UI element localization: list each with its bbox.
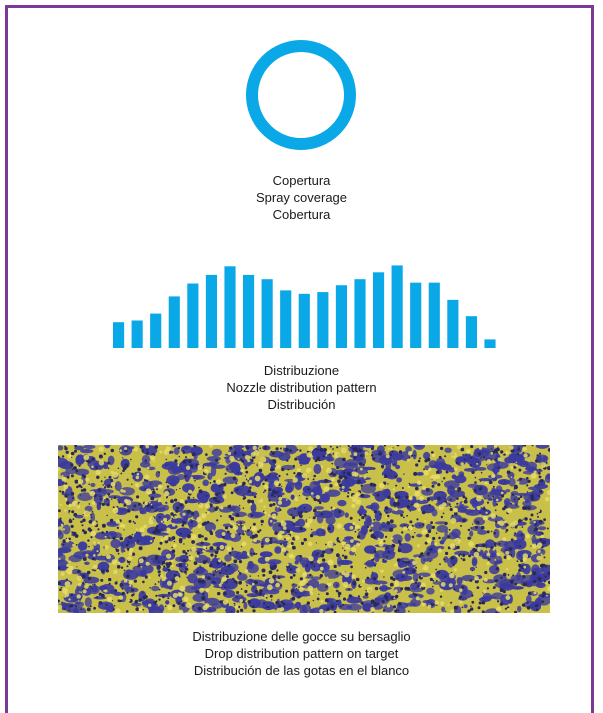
spray-coverage-ring <box>246 40 356 150</box>
distribution-bar <box>131 320 143 348</box>
distribution-caption-english: Nozzle distribution pattern <box>226 380 377 395</box>
target-caption: Distribuzione delle gocce su bersaglio D… <box>0 628 603 679</box>
distribution-bar <box>484 339 496 348</box>
figure-frame <box>5 5 594 713</box>
distribution-bar <box>354 279 366 348</box>
target-caption-spanish: Distribución de las gotas en el blanco <box>193 663 410 678</box>
coverage-ring-shape <box>246 40 356 150</box>
distribution-bar <box>243 274 255 348</box>
distribution-caption: Distribuzione Nozzle distribution patter… <box>0 362 603 413</box>
distribution-bar <box>187 283 199 348</box>
droplet-pattern <box>58 445 550 613</box>
distribution-bar <box>298 293 310 348</box>
distribution-caption-italian: Distribuzione <box>263 363 340 378</box>
distribution-bar <box>205 274 217 348</box>
distribution-bar <box>410 282 422 348</box>
distribution-bar <box>150 313 162 348</box>
target-caption-italian: Distribuzione delle gocce su bersaglio <box>192 629 411 644</box>
distribution-bar <box>465 316 477 348</box>
distribution-bar <box>447 299 459 348</box>
distribution-bar <box>224 266 236 348</box>
distribution-bar <box>391 265 403 348</box>
distribution-bar <box>373 272 385 348</box>
coverage-caption-spanish: Cobertura <box>272 207 331 222</box>
distribution-bar <box>335 285 347 348</box>
distribution-bar <box>317 292 329 348</box>
coverage-caption-italian: Copertura <box>272 173 331 188</box>
distribution-bar <box>113 322 125 348</box>
distribution-bar <box>261 279 273 348</box>
drop-distribution-target-image <box>58 445 550 613</box>
distribution-bar <box>280 290 292 348</box>
distribution-caption-spanish: Distribución <box>267 397 336 412</box>
target-caption-english: Drop distribution pattern on target <box>204 646 399 661</box>
coverage-caption-english: Spray coverage <box>255 190 348 205</box>
nozzle-distribution-bar-chart <box>113 265 496 348</box>
distribution-bar <box>428 282 440 348</box>
coverage-caption: Copertura Spray coverage Cobertura <box>0 172 603 223</box>
distribution-bar <box>168 296 180 348</box>
